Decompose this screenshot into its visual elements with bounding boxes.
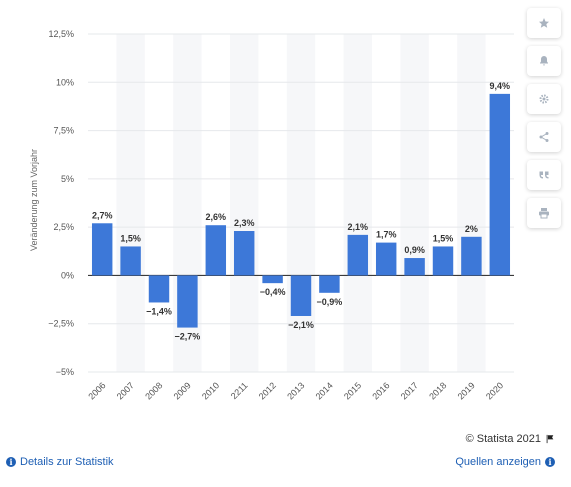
bar-2009[interactable] (177, 275, 198, 328)
bar-2007[interactable] (120, 246, 141, 276)
data-label: 2,3% (234, 218, 255, 228)
x-tick-label: 2010 (200, 380, 221, 401)
band (343, 34, 372, 372)
share-button[interactable] (527, 122, 561, 152)
share-icon (539, 132, 549, 142)
bar-2211[interactable] (233, 231, 255, 276)
bar-2020[interactable] (489, 93, 511, 276)
data-label: 1,7% (376, 230, 397, 240)
flag-icon[interactable] (545, 434, 555, 444)
star-icon (539, 18, 549, 28)
bar-2017[interactable] (404, 258, 425, 276)
bar-2006[interactable] (91, 223, 113, 276)
bar-2015[interactable] (347, 234, 369, 276)
y-axis-label: Veränderung zum Vorjahr (29, 149, 39, 251)
info-icon: i (6, 457, 16, 467)
print-icon (539, 208, 549, 219)
bar-2016[interactable] (375, 242, 397, 276)
x-tick-label: 2009 (172, 380, 193, 401)
band (400, 34, 429, 372)
x-tick-label: 2015 (342, 380, 363, 401)
data-label: −0,4% (260, 287, 286, 297)
bar-2012[interactable] (262, 275, 283, 284)
bar-2014[interactable] (319, 275, 340, 293)
x-tick-label: 2008 (143, 380, 164, 401)
y-tick-label: 5% (61, 174, 74, 184)
data-label: 1,5% (120, 233, 141, 243)
sources-link[interactable]: Quellen anzeigen i (455, 456, 555, 468)
data-labels: 2,7% 1,5% −1,4% −2,7% 2,6% 2,3% −0,4% −2,1% −0,9… (92, 81, 510, 342)
bar-2010[interactable] (205, 225, 227, 276)
data-label: −2,1% (288, 320, 314, 330)
x-tick-label: 2014 (314, 380, 335, 401)
bars (91, 93, 511, 328)
x-axis-ticks: 2006 2007 2008 2009 2010 2211 2012 2013 2014 2015… (86, 380, 505, 401)
details-link-text: Details zur Statistik (20, 456, 114, 468)
bell-icon (540, 56, 548, 66)
y-tick-label: 0% (61, 270, 74, 280)
info-icon: i (545, 457, 555, 467)
data-label: 2,1% (348, 222, 369, 232)
band (230, 34, 259, 372)
cite-button[interactable] (527, 160, 561, 190)
x-tick-label: 2020 (484, 380, 505, 401)
y-tick-label: 7,5% (53, 126, 74, 136)
settings-button[interactable] (527, 84, 561, 114)
band (116, 34, 145, 372)
copyright: © Statista 2021 (466, 433, 555, 445)
favorite-button[interactable] (527, 8, 561, 38)
band (457, 34, 486, 372)
chart-toolbar (527, 8, 563, 236)
data-label: −1,4% (146, 306, 172, 316)
gear-icon (539, 94, 549, 104)
x-tick-label: 2211 (229, 380, 250, 401)
data-label: 1,5% (433, 233, 454, 243)
y-tick-label: 12,5% (48, 29, 74, 39)
data-label: −0,9% (317, 297, 343, 307)
x-tick-label: 2007 (115, 380, 136, 401)
sources-link-text: Quellen anzeigen (455, 456, 541, 468)
alternating-bands (116, 34, 486, 372)
data-label: 9,4% (490, 81, 511, 91)
y-tick-label: 10% (56, 77, 74, 87)
bar-2013[interactable] (290, 275, 312, 316)
notification-button[interactable] (527, 46, 561, 76)
x-tick-label: 2006 (86, 380, 107, 401)
bar-chart: −5% −2,5% 0% 2,5% 5% 7,5% 10% 12,5% 2,7% 1,5% −1,… (29, 29, 514, 402)
copyright-text: © Statista 2021 (465, 433, 541, 445)
x-tick-label: 2019 (456, 380, 477, 401)
details-link[interactable]: i Details zur Statistik (6, 456, 114, 468)
y-tick-label: −5% (56, 367, 74, 377)
y-tick-label: 2,5% (53, 222, 74, 232)
x-tick-label: 2016 (370, 380, 391, 401)
bar-2008[interactable] (148, 275, 170, 303)
data-label: 2% (465, 224, 478, 234)
x-tick-label: 2017 (399, 380, 420, 401)
data-label: −2,7% (175, 332, 201, 342)
data-label: 0,9% (404, 245, 425, 255)
data-label: 2,7% (92, 210, 113, 220)
bar-2018[interactable] (432, 246, 454, 276)
y-tick-label: −2,5% (48, 319, 74, 329)
y-axis-ticks: −5% −2,5% 0% 2,5% 5% 7,5% 10% 12,5% (48, 29, 74, 377)
data-label: 2,6% (206, 212, 227, 222)
x-tick-label: 2013 (285, 380, 306, 401)
x-tick-label: 2018 (427, 380, 448, 401)
quote-icon (539, 171, 549, 179)
x-tick-label: 2012 (257, 380, 278, 401)
print-button[interactable] (527, 198, 561, 228)
bar-2019[interactable] (461, 236, 482, 276)
